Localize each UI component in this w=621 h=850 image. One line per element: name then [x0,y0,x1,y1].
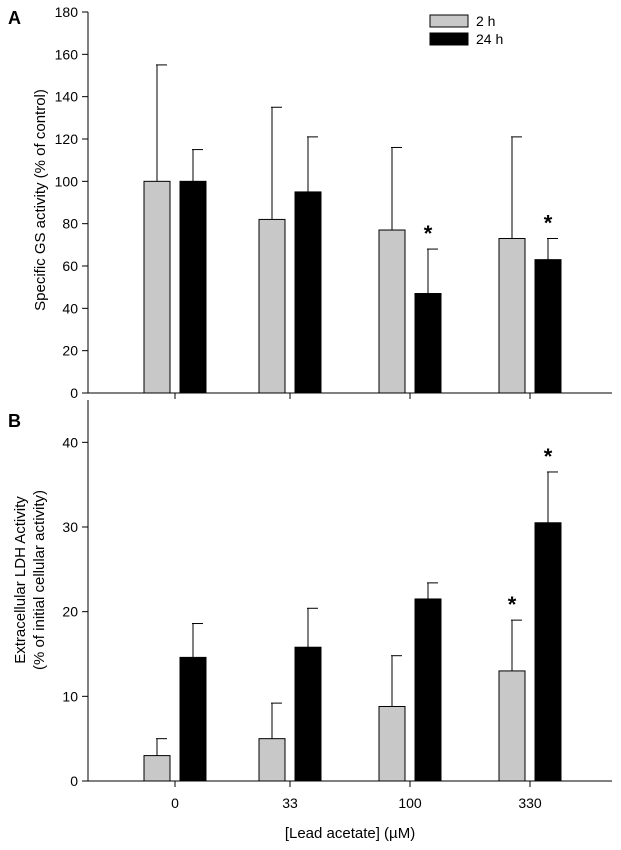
panel-b-bar-24h-0 [179,656,207,782]
panel-b-significance-star: * [508,592,517,617]
panel-a-y-tick-label: 120 [55,131,79,147]
x-tick-label-0: 0 [171,795,179,811]
panel-b-y-axis-label-line1: Extracellular LDH Activity [12,496,29,664]
legend-swatch-24h [429,32,469,46]
panel-a-bar-2h-330 [498,237,526,394]
panel-b-significance-star: * [544,444,553,469]
x-axis-ticks: 0 33 100 330 [171,795,542,811]
panel-a-y-tick-label: 40 [62,300,78,316]
panel-b-y-tick-label: 0 [70,773,78,789]
panel-a-bar-2h-0 [143,180,171,394]
panel-a-bar-24h-33 [294,191,322,394]
panel-a-y-tick-label: 80 [62,216,78,232]
panel-b-plot: 0 10 20 30 40 * * [62,400,612,789]
panel-a-y-tick-label: 180 [55,4,79,20]
panel-a-y-tick-label: 140 [55,89,79,105]
panel-b-letter: B [8,411,21,431]
panel-a-y-tick-label: 60 [62,258,78,274]
panel-a-bar-24h-330 [534,259,562,394]
panel-a-bar-2h-33 [258,218,286,394]
panel-b-y-axis-label-line2: (% of initial cellular activity) [31,490,48,670]
panel-b: B Extracellular LDH Activity (% of initi… [8,400,612,789]
panel-a-y-tick-label: 0 [70,385,78,401]
panel-a-y-tick-label: 20 [62,343,78,359]
panel-b-bar-2h-33 [258,738,286,782]
x-axis-label: [Lead acetate] (µM) [285,825,415,842]
legend-label-24h: 24 h [476,31,503,47]
panel-b-bar-24h-330 [534,522,562,782]
panel-a-significance-star: * [424,221,433,246]
x-tick-label-330: 330 [518,795,542,811]
panel-a-plot: 0 20 40 60 80 100 120 140 160 180 * * [55,4,612,401]
panel-b-y-tick-label: 40 [62,434,78,450]
panel-b-y-tick-label: 10 [62,688,78,704]
panel-a-bar-24h-0 [179,180,207,394]
panel-a-letter: A [8,8,21,28]
panel-a-y-axis-label: Specific GS activity (% of control) [32,89,49,311]
x-tick-label-33: 33 [282,795,298,811]
x-tick-label-100: 100 [398,795,422,811]
legend: 2 h 24 h [429,13,503,47]
panel-b-bar-24h-33 [294,646,322,782]
panel-a-y-tick-label: 100 [55,173,79,189]
panel-b-bar-24h-100 [414,598,442,782]
panel-a-significance-star: * [544,210,553,235]
panel-b-bar-2h-0 [143,755,171,782]
panel-a-bar-24h-100 [414,293,442,394]
panel-a-y-tick-label: 160 [55,46,79,62]
legend-swatch-2h [429,14,469,28]
panel-a: A Specific GS activity (% of control) 0 2… [8,4,612,401]
panel-b-bar-2h-330 [498,670,526,782]
panel-b-y-tick-label: 30 [62,519,78,535]
legend-label-2h: 2 h [476,13,495,29]
panel-a-bar-2h-100 [378,229,406,394]
panel-b-y-tick-label: 20 [62,604,78,620]
panel-b-bar-2h-100 [378,705,406,782]
